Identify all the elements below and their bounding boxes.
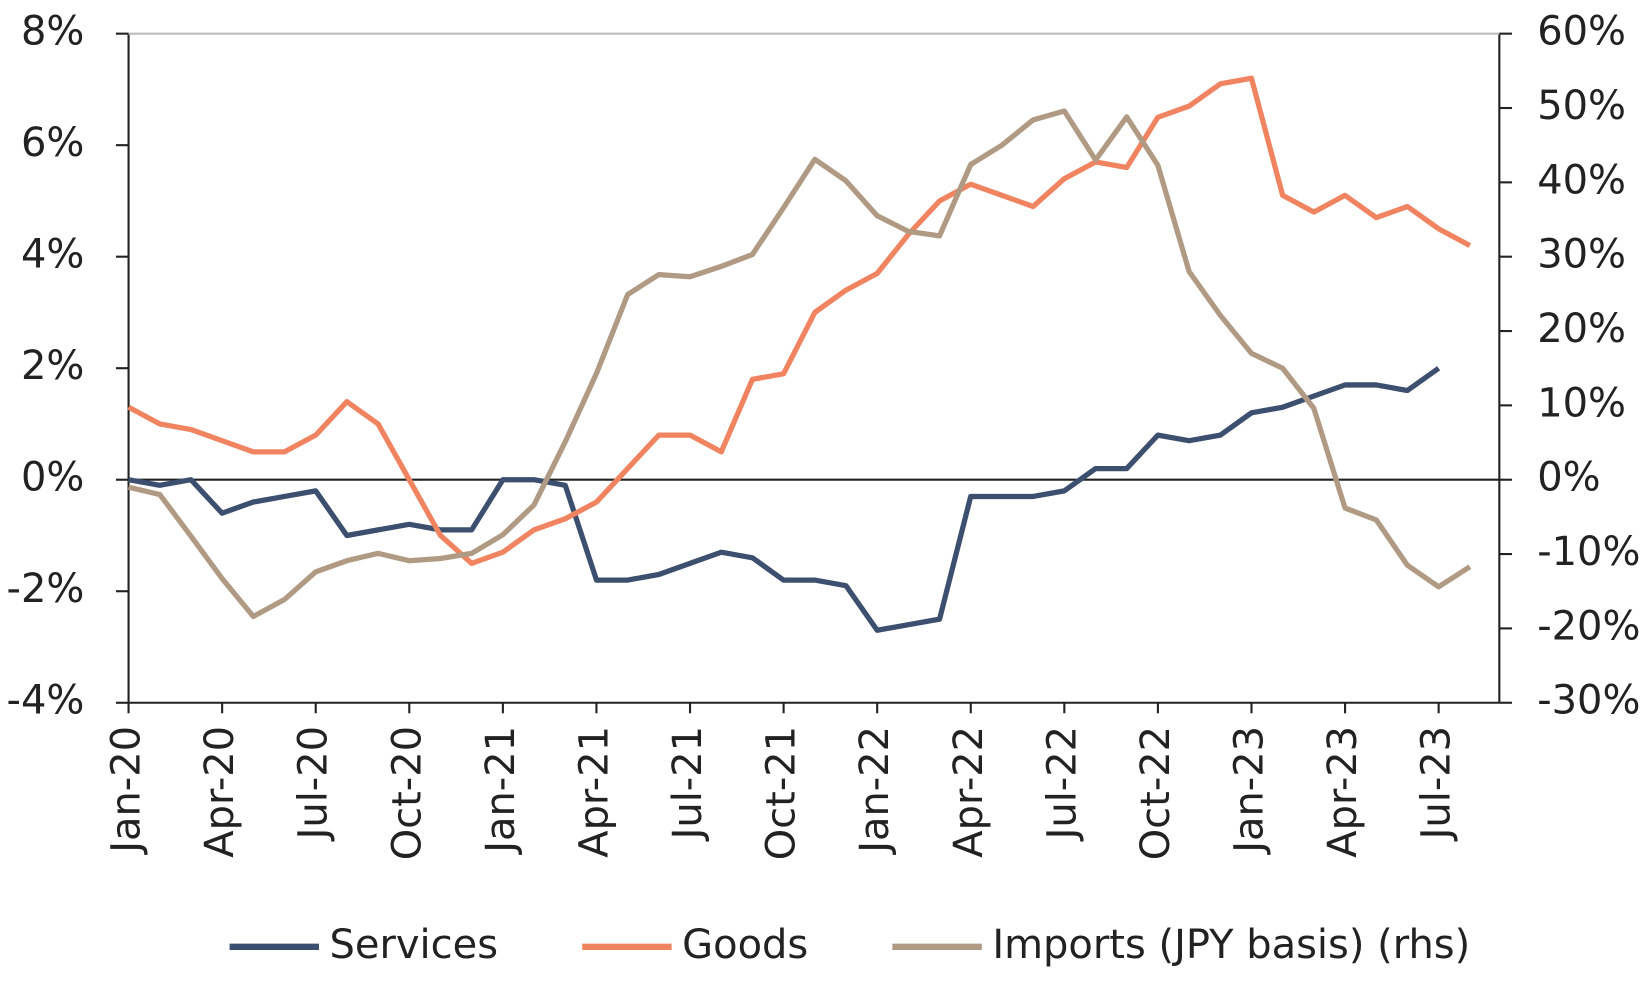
y-tick-label: 0%: [21, 455, 84, 501]
y-tick-label: -2%: [7, 566, 85, 612]
y-tick-label: 6%: [21, 120, 84, 166]
legend-label: Imports (JPY basis) (rhs): [992, 922, 1470, 968]
x-tick-label: Jan-21: [478, 726, 524, 856]
y-tick-label: 4%: [21, 232, 84, 278]
y2-tick-label: 20%: [1537, 306, 1626, 352]
y2-tick-label: 10%: [1537, 380, 1626, 426]
x-tick-label: Oct-20: [384, 726, 430, 860]
x-tick-label: Jul-20: [291, 726, 337, 843]
series-line: [127, 108, 1472, 620]
y-tick-label: -4%: [7, 678, 85, 724]
y-tick-label: 8%: [21, 9, 84, 55]
x-tick-label: Jan-23: [1226, 726, 1272, 856]
y2-tick-label: 60%: [1537, 9, 1626, 55]
y2-tick-label: 0%: [1537, 455, 1600, 501]
x-tick-label: Apr-23: [1320, 726, 1366, 858]
y2-tick-label: -30%: [1537, 678, 1640, 724]
y-tick-label: 2%: [21, 343, 84, 389]
x-tick-label: Jul-21: [665, 726, 711, 843]
y2-tick-label: -10%: [1537, 529, 1640, 575]
y2-tick-label: -20%: [1537, 603, 1640, 649]
x-tick-label: Oct-22: [1133, 726, 1179, 860]
x-tick-label: Jul-23: [1414, 726, 1460, 843]
x-tick-label: Apr-22: [946, 726, 992, 858]
y2-tick-label: 40%: [1537, 157, 1626, 203]
y2-tick-label: 30%: [1537, 232, 1626, 278]
x-tick-label: Apr-21: [571, 726, 617, 858]
x-tick-label: Jul-22: [1039, 726, 1085, 843]
y2-tick-label: 50%: [1537, 83, 1626, 129]
series-line: [128, 366, 1441, 633]
x-tick-label: Jan-20: [104, 726, 150, 856]
x-tick-label: Oct-21: [759, 726, 805, 860]
x-tick-label: Apr-20: [197, 726, 243, 858]
legend: Services Goods Imports (JPY basis) (rhs): [229, 922, 1470, 968]
legend-label: Services: [330, 922, 499, 968]
legend-label: Goods: [682, 922, 808, 968]
series-line: [127, 75, 1472, 566]
x-tick-label: Jan-22: [852, 726, 898, 856]
